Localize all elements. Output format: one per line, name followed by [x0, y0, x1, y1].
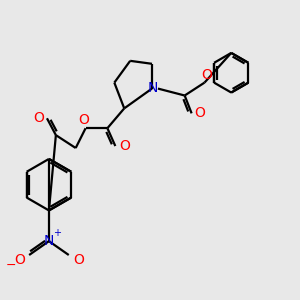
- Text: O: O: [73, 253, 84, 267]
- Text: O: O: [194, 106, 205, 120]
- Text: +: +: [53, 228, 61, 238]
- Text: O: O: [78, 113, 89, 127]
- Text: O: O: [119, 139, 130, 153]
- Text: O: O: [14, 253, 25, 267]
- Text: O: O: [34, 111, 44, 125]
- Text: −: −: [6, 258, 16, 272]
- Text: N: N: [44, 234, 54, 248]
- Text: N: N: [148, 81, 158, 94]
- Text: O: O: [201, 68, 212, 82]
